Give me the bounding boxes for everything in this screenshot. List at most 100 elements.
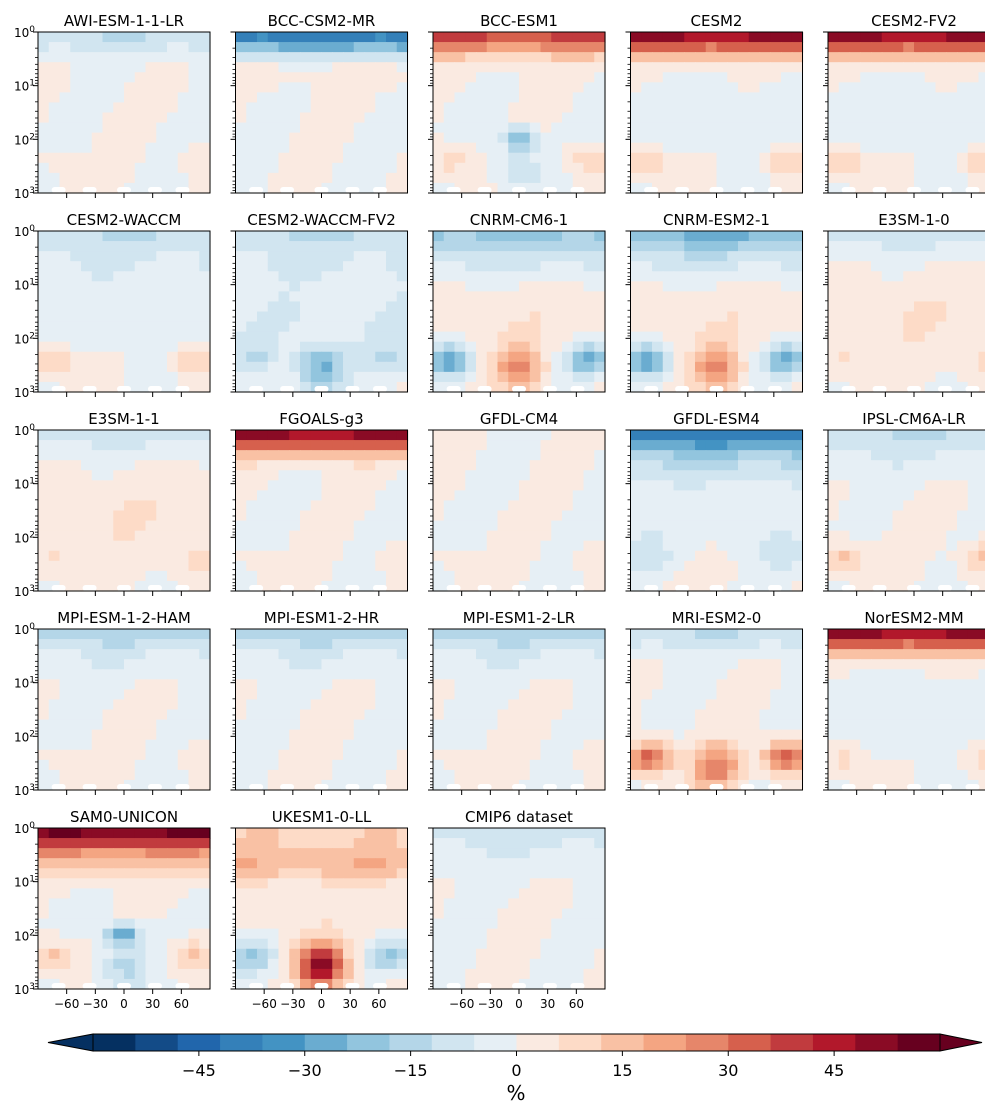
heatmap-cell — [433, 281, 445, 292]
heatmap-cell — [957, 520, 969, 532]
heatmap-cell — [673, 510, 685, 522]
heatmap-cell — [246, 669, 258, 680]
heatmap-cell — [235, 381, 247, 393]
heatmap-cell — [81, 371, 93, 383]
heatmap-cell — [781, 490, 793, 502]
heatmap-cell — [551, 231, 563, 242]
heatmap-cells — [38, 231, 211, 393]
heatmap-cell — [684, 251, 696, 262]
heatmap-cell — [673, 271, 685, 282]
heatmap-cell — [353, 42, 366, 53]
heatmap-cell — [167, 430, 179, 441]
heatmap-cell — [145, 450, 157, 461]
heatmap-cell — [860, 520, 872, 532]
heatmap-cell — [583, 550, 595, 562]
heatmap-cell — [892, 82, 904, 93]
panel: IPSL-CM6A-LR — [823, 410, 985, 596]
heatmap-cell — [770, 470, 782, 481]
heatmap-cell — [978, 321, 985, 333]
heatmap-cell — [70, 729, 82, 741]
heatmap-cell — [59, 32, 71, 43]
heatmap-cell — [102, 580, 114, 592]
heatmap-cell — [81, 321, 93, 333]
heatmap-cell — [433, 271, 445, 282]
heatmap-cell — [289, 669, 301, 680]
heatmap-cell — [177, 430, 190, 441]
heatmap-cell — [727, 510, 739, 522]
heatmap-cell — [583, 92, 595, 104]
heatmap-cell — [791, 480, 804, 491]
heatmap-cell — [102, 500, 114, 512]
heatmap-cell — [770, 72, 782, 83]
heatmap-cell — [770, 371, 782, 383]
heatmap-cell — [375, 480, 387, 491]
heatmap-cell — [235, 231, 247, 242]
heatmap-cell — [978, 460, 985, 471]
heatmap-cell — [540, 32, 552, 43]
heatmap-cell — [838, 281, 851, 292]
heatmap-cell — [48, 281, 61, 292]
heatmap-cell — [278, 341, 290, 353]
heatmap-cell — [289, 520, 301, 532]
heatmap-cell — [321, 231, 333, 242]
heatmap-cell — [454, 172, 466, 184]
heatmap-cell — [759, 261, 771, 272]
heatmap-cell — [705, 291, 718, 303]
heatmap-cell — [828, 341, 840, 353]
heatmap-cell — [828, 570, 840, 582]
heatmap-cell — [289, 162, 301, 174]
masked-region — [117, 386, 131, 392]
heatmap-cell — [289, 152, 301, 164]
heatmap-cell — [38, 92, 50, 104]
heatmap-cell — [235, 351, 247, 363]
heatmap-cell — [594, 52, 606, 63]
heatmap-cell — [48, 739, 61, 751]
heatmap-cell — [849, 142, 861, 154]
heatmap-cell — [562, 281, 574, 292]
heatmap-cell — [476, 281, 488, 292]
heatmap-cell — [860, 351, 872, 363]
heatmap-cell — [167, 729, 179, 741]
heatmap-cell — [791, 42, 804, 53]
heatmap-cell — [70, 72, 82, 83]
heatmap-cell — [235, 32, 247, 43]
heatmap-cell — [828, 530, 840, 542]
heatmap-cell — [716, 570, 728, 582]
heatmap-cell — [124, 112, 136, 124]
heatmap-cell — [871, 301, 883, 313]
heatmap-cell — [630, 172, 642, 184]
heatmap-cell — [134, 351, 147, 363]
heatmap-cell — [705, 361, 718, 373]
heatmap-cell — [145, 550, 157, 562]
heatmap-cell — [705, 331, 718, 343]
heatmap-cell — [770, 480, 782, 491]
heatmap-cell — [562, 172, 574, 184]
heatmap-cell — [716, 122, 728, 134]
heatmap-cell — [957, 62, 969, 73]
heatmap-cell — [156, 460, 168, 471]
heatmap-cell — [551, 490, 563, 502]
heatmap-cell — [562, 560, 574, 572]
heatmap-cell — [935, 560, 947, 572]
heatmap-cell — [705, 440, 718, 451]
heatmap-cell — [881, 530, 894, 542]
heatmap-cell — [914, 92, 926, 104]
heatmap-cell — [465, 500, 477, 512]
heatmap-cell — [892, 291, 904, 303]
heatmap-cell — [289, 560, 301, 572]
heatmap-cell — [673, 281, 685, 292]
heatmap-cell — [81, 430, 93, 441]
heatmap-cell — [375, 102, 387, 114]
heatmap-cells — [38, 32, 211, 194]
heatmap-cell — [630, 152, 642, 164]
heatmap-cell — [177, 351, 190, 363]
heatmap-cell — [781, 520, 793, 532]
heatmap-cell — [443, 341, 456, 353]
heatmap-cell — [375, 649, 387, 660]
heatmap-cell — [641, 92, 653, 104]
heatmap-cell — [199, 580, 211, 592]
heatmap-cell — [433, 172, 445, 184]
heatmap-cell — [375, 32, 387, 43]
